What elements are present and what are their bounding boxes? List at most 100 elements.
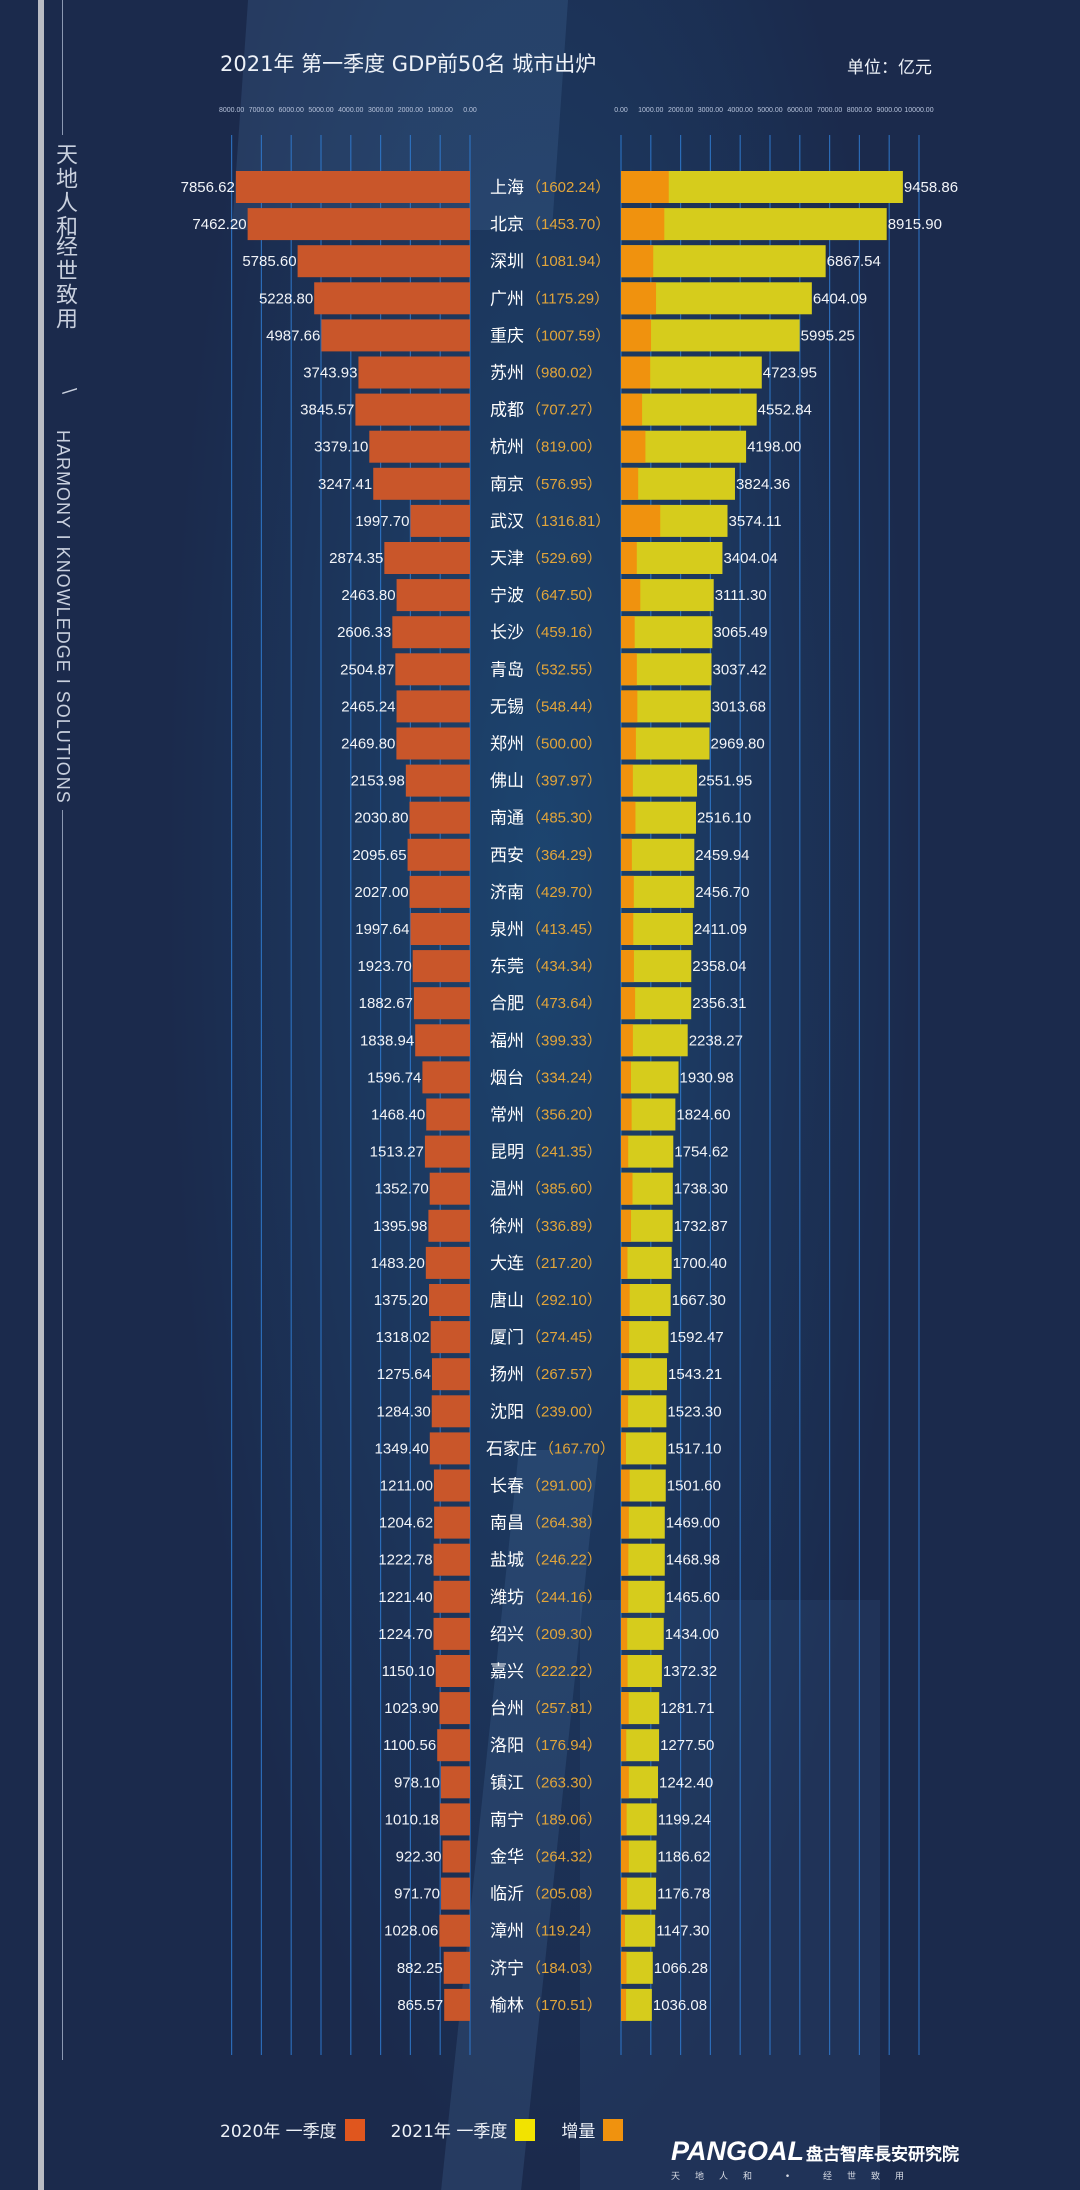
- bar-2021: [621, 393, 757, 426]
- value-label-2020: 2095.65: [352, 847, 406, 864]
- value-label-2020: 1284.30: [376, 1403, 430, 1420]
- bar-2020: [409, 801, 470, 834]
- value-label-2021: 1667.30: [672, 1292, 726, 1309]
- bar-increase: [621, 653, 637, 686]
- bar-increase: [621, 1209, 632, 1242]
- bar-2020: [439, 1803, 470, 1836]
- city-label: 宁波: [490, 586, 524, 606]
- increase-label: （209.30）: [526, 1626, 602, 1643]
- increase-label: （274.45）: [526, 1329, 602, 1346]
- bar-increase: [621, 875, 634, 908]
- bar-increase: [621, 1803, 627, 1836]
- value-label-2021: 6404.09: [813, 290, 867, 307]
- bar-2020: [358, 356, 470, 389]
- bar-2020: [369, 430, 470, 463]
- bar-increase: [621, 542, 637, 574]
- value-label-2021: 1277.50: [660, 1737, 714, 1754]
- increase-label: （184.03）: [526, 1960, 602, 1977]
- bar-2020: [415, 1024, 470, 1057]
- value-label-2020: 1023.90: [384, 1700, 438, 1717]
- value-label-2020: 2153.98: [351, 773, 405, 790]
- increase-label: （263.30）: [526, 1774, 602, 1791]
- bar-2020: [424, 1135, 470, 1168]
- value-label-2020: 1882.67: [359, 995, 413, 1012]
- value-label-2021: 1738.30: [674, 1181, 728, 1198]
- bar-increase: [621, 1432, 626, 1465]
- bar-2020: [429, 1172, 470, 1205]
- value-label-2020: 1150.10: [382, 1663, 435, 1680]
- city-label: 南昌: [490, 1514, 524, 1534]
- value-label-2021: 5995.25: [801, 327, 855, 344]
- city-label: 泉州: [490, 920, 524, 940]
- value-label-2020: 1349.40: [375, 1440, 429, 1457]
- bar-increase: [621, 171, 669, 203]
- increase-label: （257.81）: [526, 1700, 602, 1717]
- bar-2020: [407, 838, 470, 871]
- bar-2020: [321, 319, 470, 352]
- value-label-2020: 1483.20: [371, 1255, 425, 1272]
- increase-label: （529.69）: [526, 550, 602, 567]
- increase-label: （647.50）: [526, 587, 602, 604]
- increase-label: （334.24）: [526, 1069, 602, 1086]
- increase-label: （385.60）: [526, 1181, 602, 1198]
- increase-label: （176.94）: [526, 1737, 602, 1754]
- value-label-2021: 2459.94: [695, 847, 749, 864]
- value-label-2020: 1375.20: [374, 1292, 428, 1309]
- city-label: 临沂: [490, 1885, 524, 1905]
- city-label: 福州: [490, 1031, 524, 1051]
- increase-label: （1316.81）: [526, 513, 610, 530]
- bar-2020: [409, 875, 470, 908]
- value-label-2021: 1469.00: [666, 1515, 720, 1532]
- increase-label: （819.00）: [526, 439, 602, 456]
- bar-increase: [621, 208, 665, 241]
- increase-label: （485.30）: [526, 810, 602, 827]
- bar-2020: [422, 1061, 470, 1094]
- city-label: 苏州: [490, 364, 524, 384]
- city-label: 青岛: [490, 660, 524, 680]
- bar-2021: [621, 1655, 662, 1687]
- increase-label: （189.06）: [526, 1811, 602, 1828]
- increase-label: （397.97）: [526, 773, 602, 790]
- city-label: 武汉: [490, 512, 524, 532]
- city-label: 徐州: [490, 1217, 524, 1237]
- increase-label: （1602.24）: [526, 179, 610, 196]
- city-label: 厦门: [490, 1328, 524, 1348]
- value-label-2021: 1465.60: [666, 1589, 720, 1606]
- increase-label: （167.70）: [539, 1440, 615, 1457]
- bar-increase: [621, 1729, 627, 1762]
- increase-label: （459.16）: [526, 624, 602, 641]
- value-label-2021: 1036.08: [653, 1997, 707, 2014]
- value-label-2021: 1754.62: [674, 1144, 728, 1161]
- increase-label: （434.34）: [526, 958, 602, 975]
- city-label: 嘉兴: [490, 1662, 524, 1682]
- bars: [235, 171, 903, 2021]
- increase-label: （217.20）: [526, 1255, 602, 1272]
- value-label-2020: 971.70: [394, 1886, 440, 1903]
- left-axis-tick: 1000.00: [428, 107, 453, 114]
- bar-2020: [431, 1358, 470, 1391]
- bar-increase: [621, 1617, 628, 1650]
- bar-2021: [621, 245, 826, 278]
- value-label-2020: 922.30: [396, 1849, 442, 1866]
- bar-2020: [396, 727, 470, 760]
- logo-wordmark: PANGOAL: [671, 2136, 804, 2166]
- value-label-2021: 3574.11: [729, 513, 782, 530]
- right-axis-tick: 5000.00: [757, 107, 782, 114]
- city-label: 扬州: [490, 1365, 524, 1385]
- sidebar-slash: \: [59, 388, 80, 397]
- value-label-2021: 1242.40: [659, 1774, 713, 1791]
- sidebar-line-top: [62, 0, 63, 135]
- increase-label: （267.57）: [526, 1366, 602, 1383]
- right-axis-tick: 6000.00: [787, 107, 812, 114]
- increase-label: （364.29）: [526, 847, 602, 864]
- legend-swatch-increase: [603, 2118, 624, 2141]
- city-label: 西安: [490, 846, 524, 866]
- bar-2021: [621, 467, 735, 500]
- bar-2021: [621, 1914, 656, 1947]
- city-label: 石家庄: [486, 1439, 537, 1459]
- bar-2020: [425, 1246, 470, 1279]
- value-label-2021: 1281.71: [660, 1700, 714, 1717]
- value-label-2021: 1199.24: [658, 1811, 711, 1828]
- city-label: 温州: [490, 1180, 524, 1200]
